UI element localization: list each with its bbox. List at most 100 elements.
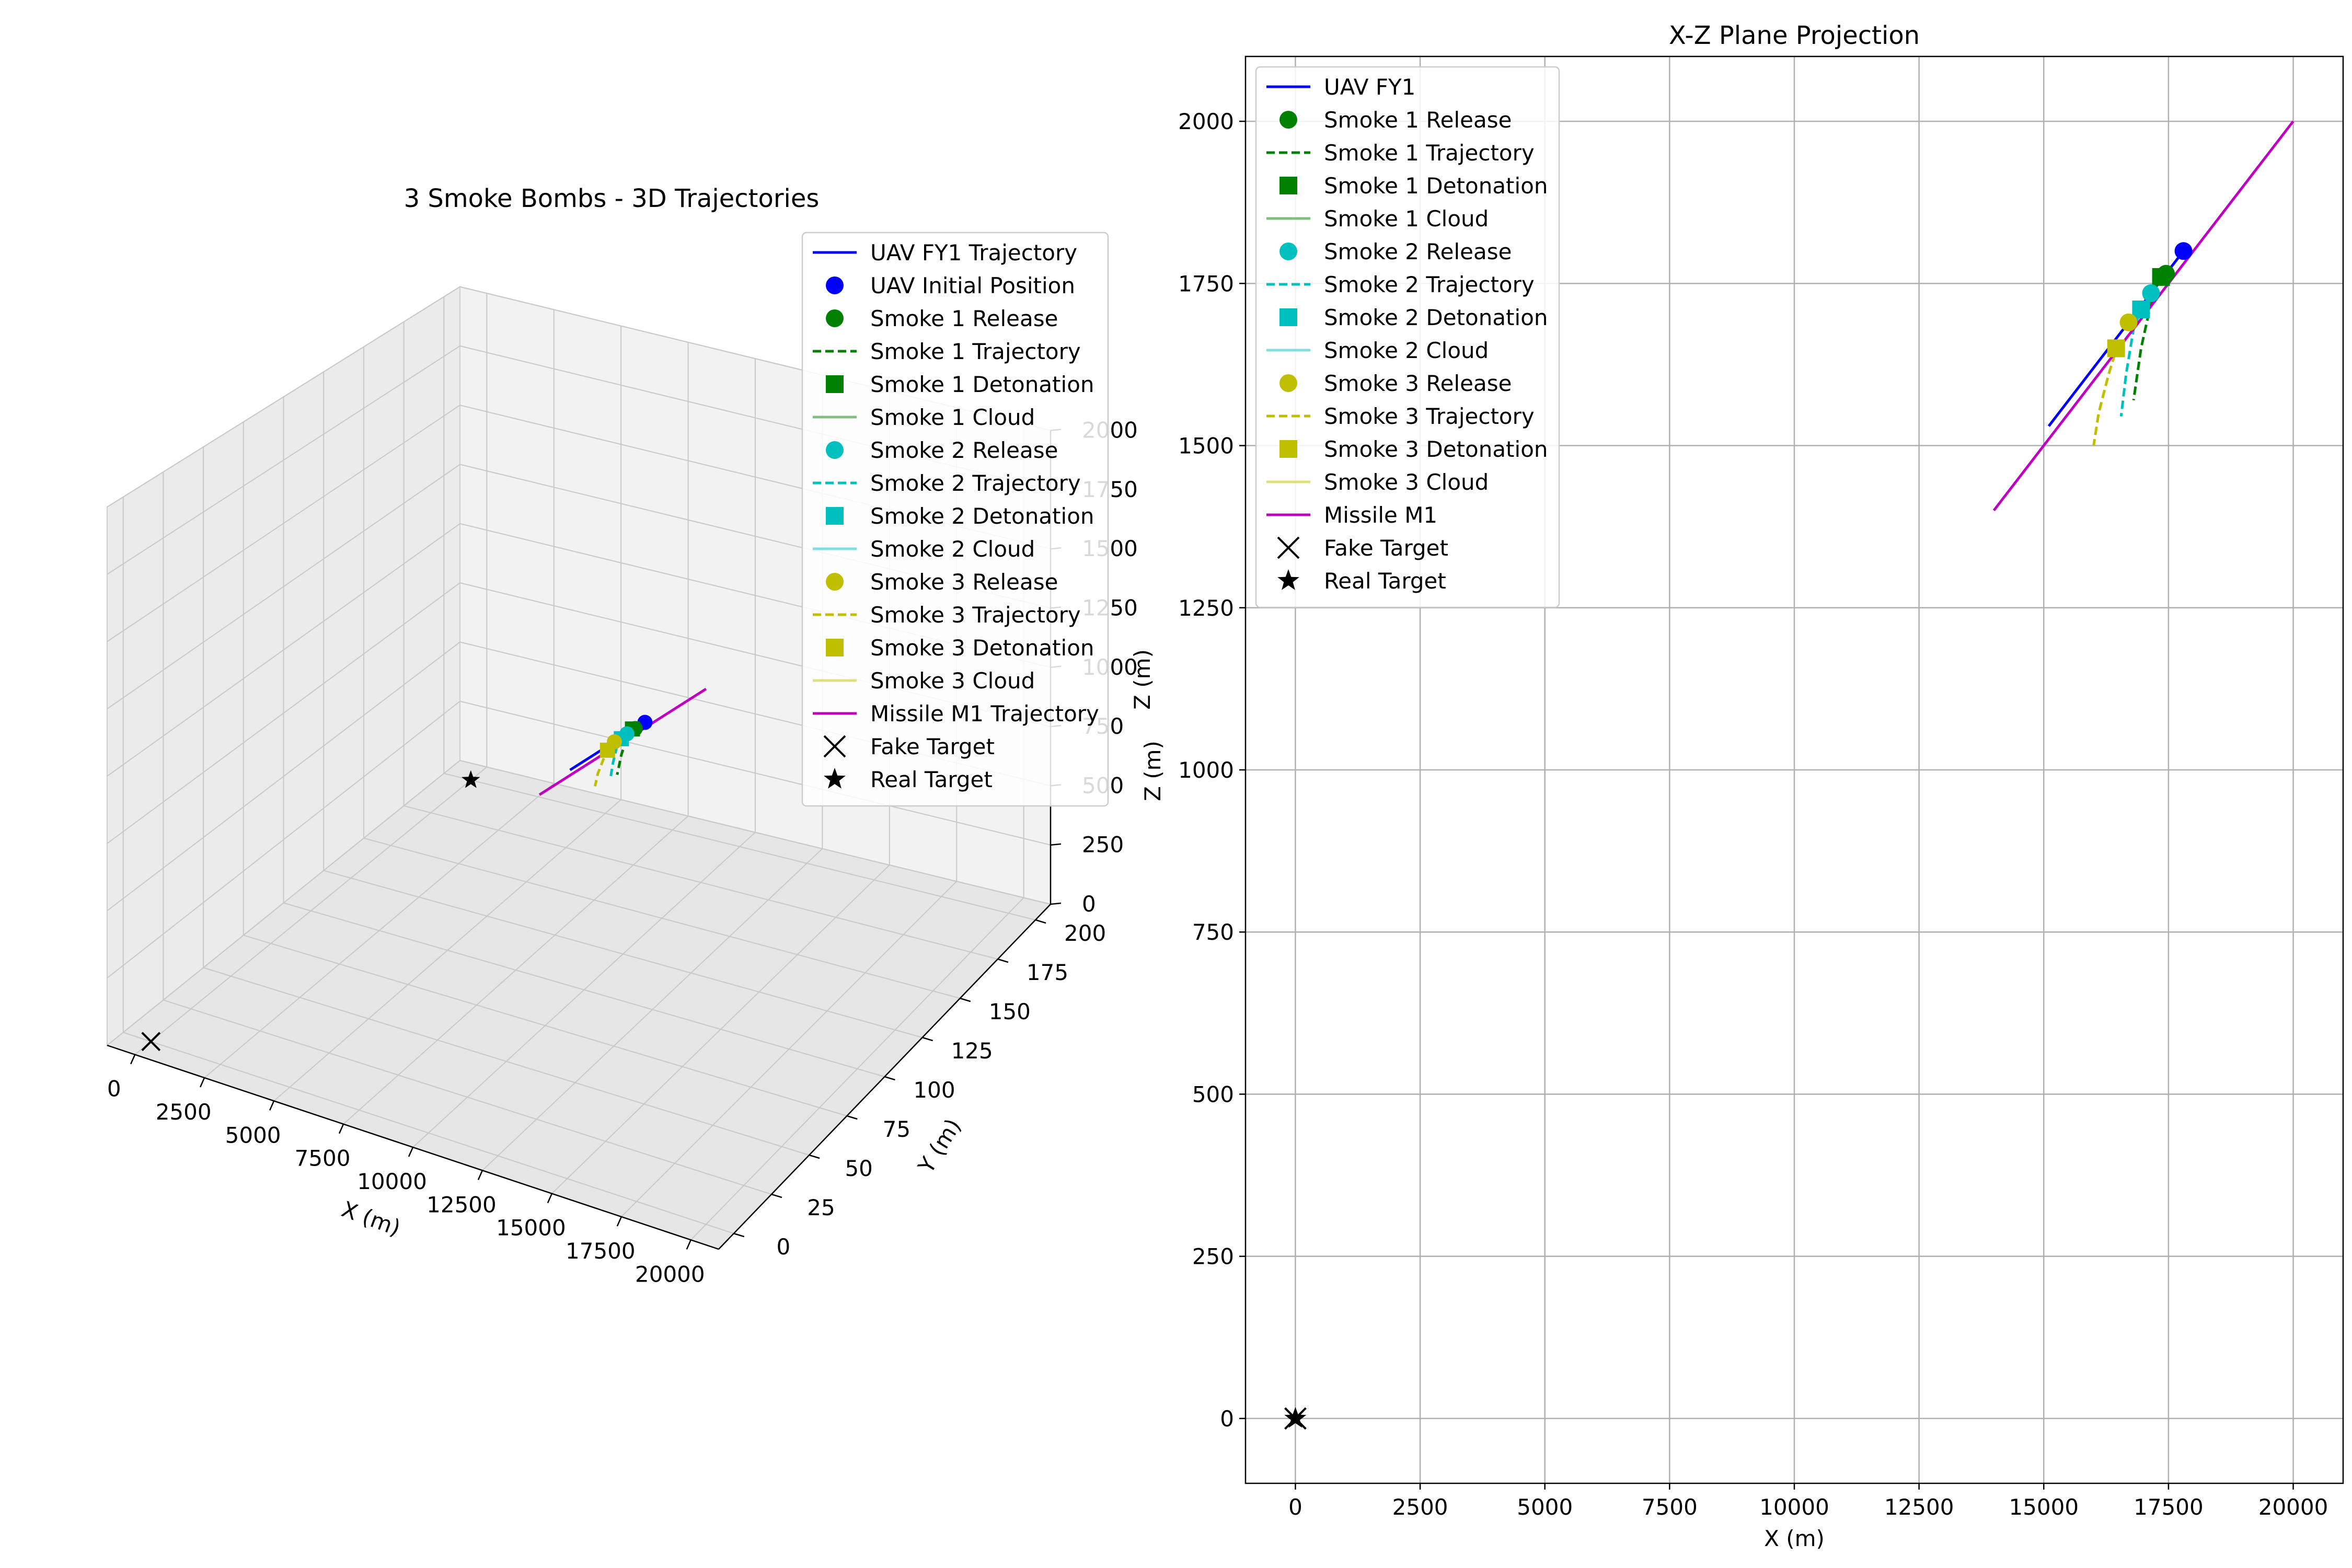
- y-tick-label: 750: [1192, 919, 1234, 945]
- smoke2-detonation-marker: [2132, 300, 2150, 318]
- legend-label: Smoke 1 Detonation: [1324, 173, 1548, 199]
- smoke3-detonation-marker: [2107, 339, 2125, 358]
- legend-label: Smoke 3 Trajectory: [1324, 403, 1535, 429]
- y-tick-label: 500: [1192, 1081, 1234, 1107]
- x-tick-3d: [547, 1193, 553, 1204]
- x-tick-3d: [477, 1170, 483, 1180]
- legend-label: Missile M1 Trajectory: [870, 701, 1099, 727]
- legend-label: UAV FY1 Trajectory: [870, 240, 1077, 266]
- marks-2d: [1284, 120, 2295, 1430]
- y-tick-label: 1000: [1178, 757, 1234, 783]
- uav-initial-marker: [2174, 242, 2193, 260]
- x-tick-label: 12500: [1884, 1494, 1954, 1520]
- y-tick-label: 1250: [1178, 595, 1234, 621]
- legend-label: Smoke 2 Detonation: [870, 503, 1094, 529]
- legend-label: Smoke 3 Cloud: [1324, 469, 1489, 495]
- grid-left-z: [107, 286, 460, 508]
- legend-label: Smoke 2 Cloud: [870, 536, 1035, 562]
- y-tick-label-3d: 125: [951, 1038, 993, 1064]
- x-tick-3d: [269, 1100, 275, 1111]
- legend-swatch: [826, 441, 844, 459]
- grid-floor-y: [283, 902, 885, 1077]
- z-axis-label-3d: Z (m): [1129, 649, 1155, 710]
- x-tick-3d: [616, 1216, 622, 1227]
- y-axis-label-2d: Z (m): [1140, 741, 1166, 801]
- x-tick-3d: [338, 1124, 344, 1134]
- grid-left-z: [107, 345, 460, 575]
- y-tick-3d: [1035, 919, 1046, 924]
- y-tick-label-3d: 200: [1064, 920, 1106, 946]
- x-tick-3d: [199, 1077, 205, 1088]
- grid-floor-y: [323, 870, 923, 1038]
- x-tick-label: 20000: [2258, 1494, 2328, 1520]
- legend-box: [801, 232, 1109, 807]
- grid-floor-y: [403, 805, 998, 960]
- y-tick-label-3d: 150: [989, 999, 1031, 1024]
- chart-title-3d: 3 Smoke Bombs - 3D Trajectories: [404, 184, 820, 213]
- real-target-marker-3d: [462, 770, 480, 788]
- grid-left-z: [107, 523, 460, 777]
- legend-label: Smoke 3 Release: [870, 569, 1058, 595]
- legend-label: Real Target: [870, 767, 993, 792]
- grid-left-z: [107, 641, 460, 912]
- x-tick-label-3d: 0: [107, 1076, 121, 1102]
- legend-label: Fake Target: [1324, 535, 1448, 561]
- y-tick-label-3d: 175: [1027, 960, 1068, 985]
- x-tick-label-3d: 2500: [156, 1099, 212, 1125]
- panel-3d-trajectories: 3 Smoke Bombs - 3D Trajectories 02500500…: [106, 184, 1155, 1287]
- fake-target-marker-3d: [141, 1032, 161, 1052]
- legend-label: Smoke 1 Release: [870, 306, 1058, 331]
- x-tick-label-3d: 15000: [496, 1215, 566, 1241]
- x-tick-label: 15000: [2009, 1494, 2079, 1520]
- real-target-marker: [1284, 1406, 1307, 1428]
- legend-swatch: [1279, 111, 1297, 129]
- grid-back-z: [459, 760, 1051, 905]
- z-tick-3d: [1050, 902, 1062, 905]
- legend-label: Smoke 1 Cloud: [1324, 206, 1489, 232]
- legend-label: Smoke 2 Trajectory: [1324, 272, 1535, 297]
- x-axis-label-3d: X (m): [338, 1196, 404, 1241]
- grid-floor-y: [444, 773, 1036, 920]
- x-tick-label-3d: 12500: [426, 1192, 497, 1217]
- z-tick-3d: [1050, 843, 1062, 846]
- legend-label: Missile M1: [1324, 502, 1437, 528]
- grid-floor-y: [203, 967, 810, 1156]
- smoke3-trajectory-line: [2092, 341, 2120, 446]
- legend-swatch: [826, 276, 844, 294]
- legend-label: Smoke 2 Release: [1324, 239, 1512, 264]
- y-tick-label-3d: 100: [913, 1077, 955, 1103]
- grid-back-z: [459, 700, 1051, 846]
- x-tick-label: 7500: [1642, 1494, 1698, 1520]
- plot-frame-2d: [1244, 55, 2344, 1484]
- x-tick-label: 5000: [1517, 1494, 1573, 1520]
- panel-xz-projection: X-Z Plane Projection 0 2500 5000 7500 10000 1…: [1140, 21, 2344, 1551]
- legend-swatch: [823, 735, 846, 758]
- x-tick-label-3d: 7500: [295, 1146, 351, 1171]
- y-tick-label: 2000: [1178, 109, 1234, 134]
- legend-label: Fake Target: [870, 734, 995, 759]
- legend-box: [1255, 66, 1560, 608]
- legend-swatch: [1279, 440, 1297, 458]
- legend-label: Smoke 3 Detonation: [1324, 436, 1548, 462]
- legend-label: Smoke 3 Cloud: [870, 668, 1035, 694]
- legend-swatch: [1279, 374, 1297, 392]
- y-tick-3d: [733, 1232, 745, 1238]
- legend-swatch: [1277, 536, 1300, 559]
- smoke2-release-marker: [2142, 284, 2160, 302]
- x-tick-label-3d: 10000: [357, 1169, 427, 1194]
- grid-left-z: [107, 760, 460, 1046]
- x-tick-label-3d: 20000: [635, 1261, 705, 1287]
- grid-left-z: [107, 582, 460, 844]
- grid-left-z: [107, 700, 460, 979]
- legend-label: Smoke 2 Release: [870, 437, 1058, 463]
- legend-label: UAV FY1: [1324, 74, 1415, 100]
- y-tick-3d: [884, 1076, 895, 1081]
- legend-label: Smoke 1 Release: [1324, 107, 1512, 133]
- y-tick-3d: [960, 997, 971, 1002]
- y-tick-3d: [771, 1193, 782, 1198]
- legend-swatch: [1279, 243, 1297, 260]
- x-tick-3d: [408, 1147, 414, 1157]
- legend-label: Smoke 1 Cloud: [870, 405, 1035, 430]
- legend-label: Smoke 3 Release: [1324, 371, 1512, 396]
